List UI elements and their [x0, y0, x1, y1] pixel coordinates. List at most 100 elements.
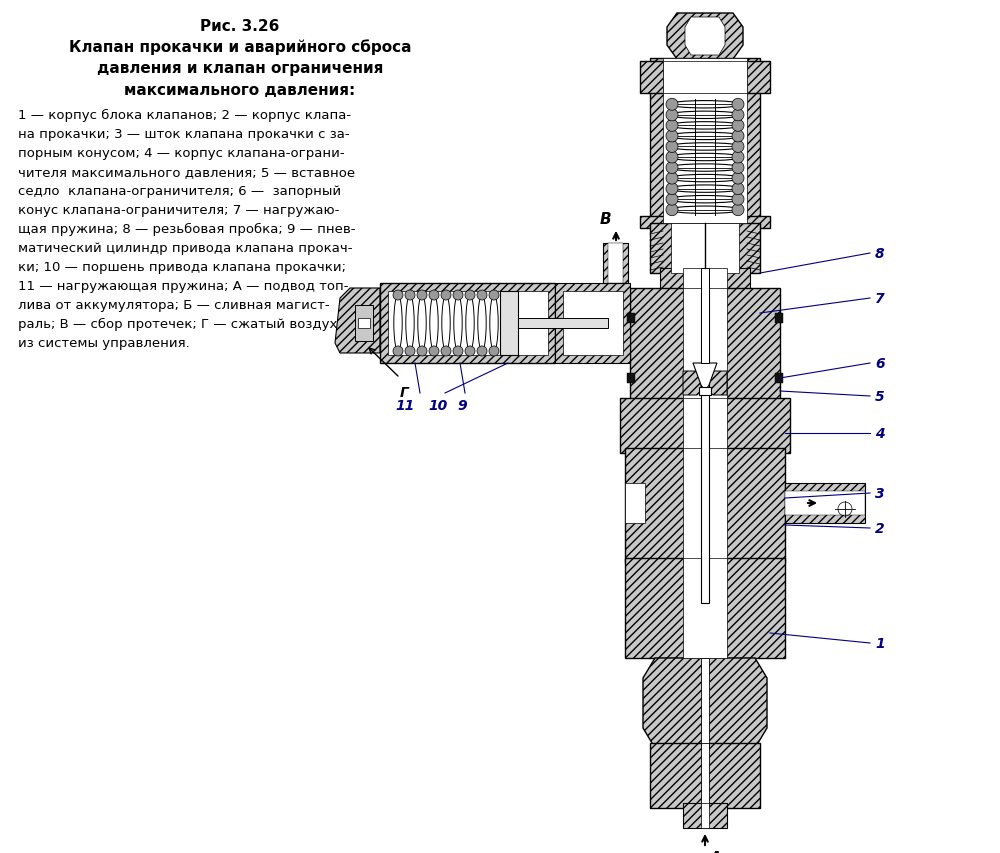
Text: чителя максимального давления; 5 — вставное: чителя максимального давления; 5 — встав… — [18, 165, 355, 179]
Bar — [608, 244, 623, 284]
Circle shape — [732, 152, 744, 164]
Circle shape — [441, 346, 451, 357]
Text: ки; 10 — поршень привода клапана прокачки;: ки; 10 — поршень привода клапана прокачк… — [18, 261, 346, 274]
Circle shape — [732, 194, 744, 206]
Text: 1: 1 — [875, 636, 885, 650]
Bar — [650, 223, 760, 274]
Bar — [625, 484, 645, 524]
Bar — [660, 269, 750, 293]
Bar — [358, 319, 370, 328]
Circle shape — [732, 99, 744, 111]
Bar — [701, 659, 709, 748]
Circle shape — [429, 346, 439, 357]
Bar — [683, 288, 727, 403]
Bar — [380, 284, 555, 363]
Text: Рис. 3.26: Рис. 3.26 — [200, 19, 280, 34]
Text: 11: 11 — [395, 398, 415, 413]
Circle shape — [453, 291, 463, 300]
Circle shape — [453, 346, 463, 357]
Circle shape — [465, 346, 475, 357]
Polygon shape — [683, 372, 701, 396]
Circle shape — [489, 346, 499, 357]
Circle shape — [732, 162, 744, 174]
Text: 2: 2 — [875, 521, 885, 536]
Text: лива от аккумулятора; Б — сливная магист-: лива от аккумулятора; Б — сливная магист… — [18, 299, 330, 311]
Circle shape — [732, 142, 744, 154]
Polygon shape — [667, 14, 743, 60]
Bar — [500, 292, 518, 356]
Circle shape — [732, 205, 744, 217]
Circle shape — [666, 194, 678, 206]
Text: на прокачки; 3 — шток клапана прокачки с за-: на прокачки; 3 — шток клапана прокачки с… — [18, 128, 350, 141]
Bar — [627, 374, 635, 384]
Bar — [683, 559, 727, 659]
Bar — [663, 62, 747, 94]
Text: 10: 10 — [428, 398, 448, 413]
Bar — [683, 398, 727, 454]
Bar — [355, 305, 373, 341]
Circle shape — [732, 131, 744, 142]
Circle shape — [405, 291, 415, 300]
Bar — [518, 319, 608, 328]
Bar — [671, 223, 739, 274]
Bar — [775, 374, 783, 384]
Circle shape — [666, 162, 678, 174]
Text: Клапан прокачки и аварийного сброса: Клапан прокачки и аварийного сброса — [69, 39, 411, 55]
Bar — [683, 449, 727, 563]
Circle shape — [666, 183, 678, 195]
Bar — [701, 269, 709, 363]
Text: А: А — [710, 850, 722, 853]
Circle shape — [405, 346, 415, 357]
Text: 8: 8 — [875, 247, 885, 261]
Text: максимального давления:: максимального давления: — [124, 83, 356, 98]
Bar — [785, 484, 865, 524]
Bar — [683, 803, 727, 828]
Polygon shape — [709, 372, 727, 396]
Text: седло  клапана-ограничителя; 6 —  запорный: седло клапана-ограничителя; 6 — запорный — [18, 185, 341, 198]
Text: 9: 9 — [457, 398, 467, 413]
Circle shape — [666, 131, 678, 142]
Circle shape — [465, 291, 475, 300]
Bar — [701, 803, 709, 828]
Bar — [650, 59, 760, 223]
Polygon shape — [643, 659, 767, 748]
Circle shape — [732, 110, 744, 122]
Circle shape — [732, 173, 744, 185]
Text: порным конусом; 4 — корпус клапана-ограни-: порным конусом; 4 — корпус клапана-огран… — [18, 147, 345, 160]
Polygon shape — [693, 363, 717, 392]
Circle shape — [393, 291, 403, 300]
Circle shape — [732, 183, 744, 195]
Bar — [785, 491, 865, 515]
Text: раль; В — сбор протечек; Г — сжатый воздух: раль; В — сбор протечек; Г — сжатый возд… — [18, 317, 337, 331]
Text: 5: 5 — [875, 390, 885, 403]
Bar — [701, 293, 709, 603]
Polygon shape — [685, 18, 725, 56]
Bar — [640, 62, 770, 94]
Bar — [640, 217, 770, 229]
Bar — [701, 743, 709, 808]
Bar — [650, 743, 760, 808]
Circle shape — [417, 291, 427, 300]
Text: 4: 4 — [875, 426, 885, 440]
Text: Г: Г — [400, 386, 409, 399]
Bar — [625, 449, 785, 563]
Bar — [627, 314, 635, 323]
Bar — [625, 559, 785, 659]
Text: В: В — [600, 212, 612, 227]
Circle shape — [666, 205, 678, 217]
Circle shape — [666, 120, 678, 132]
Text: Б: Б — [825, 496, 837, 511]
Bar — [555, 284, 630, 363]
Bar — [563, 292, 623, 356]
Circle shape — [477, 291, 487, 300]
Text: 3: 3 — [875, 486, 885, 501]
Bar — [663, 59, 747, 223]
Text: давления и клапан ограничения: давления и клапан ограничения — [97, 61, 383, 76]
Circle shape — [732, 120, 744, 132]
Text: конус клапана-ограничителя; 7 — нагружаю-: конус клапана-ограничителя; 7 — нагружаю… — [18, 204, 339, 217]
Circle shape — [429, 291, 439, 300]
Bar — [683, 269, 727, 293]
Circle shape — [393, 346, 403, 357]
Circle shape — [666, 142, 678, 154]
Text: 11 — нагружающая пружина; А — подвод топ-: 11 — нагружающая пружина; А — подвод топ… — [18, 280, 349, 293]
